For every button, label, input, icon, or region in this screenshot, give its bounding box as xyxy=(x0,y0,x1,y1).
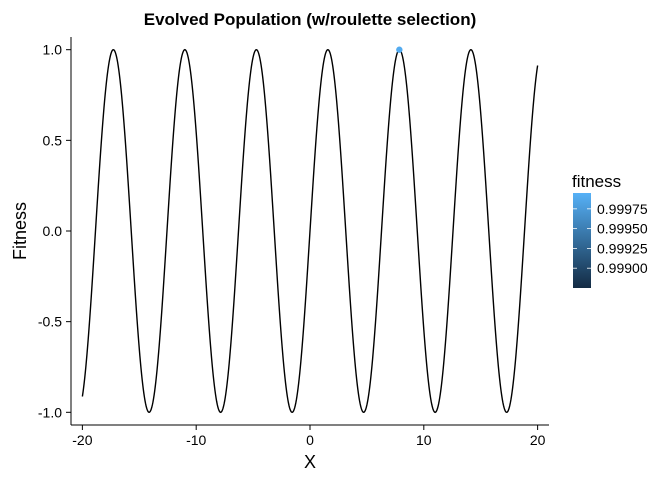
y-tick-label: -1.0 xyxy=(38,404,62,420)
legend-tick-label: 0.99900 xyxy=(597,260,648,276)
plot-area: -20 -10 0 10 20 -1.0 -0.5 0.0 0.5 1.0 xyxy=(38,37,549,448)
x-tick-label: 20 xyxy=(530,432,546,448)
chart-title: Evolved Population (w/roulette selection… xyxy=(144,10,477,29)
sine-curve-line xyxy=(81,48,539,414)
data-point xyxy=(396,46,403,53)
y-axis-label: Fitness xyxy=(10,202,30,260)
y-ticks: -1.0 -0.5 0.0 0.5 1.0 xyxy=(38,42,71,420)
y-tick-label: 0.5 xyxy=(43,132,63,148)
x-tick-label: -20 xyxy=(72,432,92,448)
legend-tick-label: 0.99925 xyxy=(597,240,648,256)
x-axis-label: X xyxy=(304,452,316,472)
x-tick-label: -10 xyxy=(186,432,206,448)
x-tick-label: 0 xyxy=(306,432,314,448)
x-tick-label: 10 xyxy=(416,432,432,448)
y-tick-label: -0.5 xyxy=(38,314,62,330)
legend-tick-label: 0.99950 xyxy=(597,221,648,237)
legend-tick-label: 0.99975 xyxy=(597,201,648,217)
y-tick-label: 1.0 xyxy=(43,42,63,58)
legend-colorbar xyxy=(573,193,591,288)
y-tick-label: 0.0 xyxy=(43,223,63,239)
x-ticks: -20 -10 0 10 20 xyxy=(72,425,546,448)
legend: fitness 0.99900 0.99925 0.99950 0.99975 xyxy=(572,172,648,288)
legend-title: fitness xyxy=(572,172,621,191)
points-group xyxy=(396,46,403,53)
legend-ticks: 0.99900 0.99925 0.99950 0.99975 xyxy=(573,201,648,276)
